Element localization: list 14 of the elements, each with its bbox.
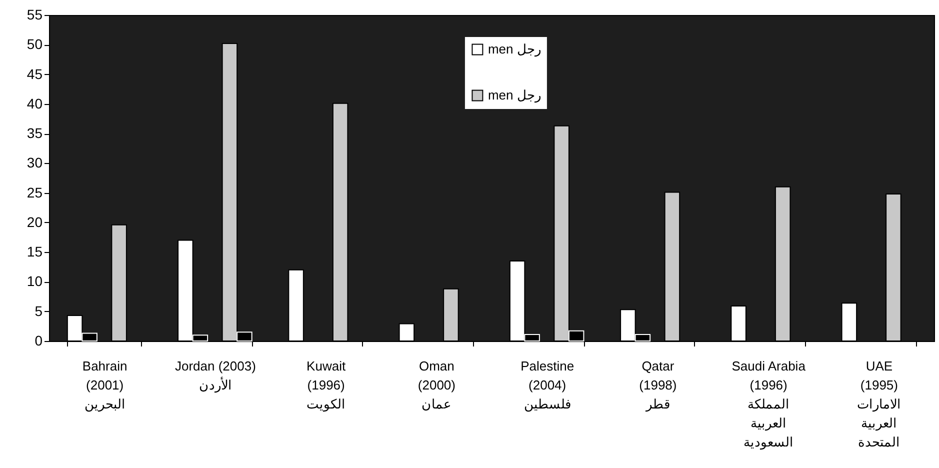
y-tick-label: 0 [34, 332, 43, 348]
y-tick-label: 20 [26, 214, 43, 230]
y-tick-label: 45 [26, 66, 43, 82]
y-tick-label: 55 [26, 6, 43, 22]
legend-label: men رجل [488, 42, 541, 58]
y-tick-label: 15 [26, 244, 43, 260]
y-tick-label: 10 [26, 273, 43, 290]
y-tick-label: 35 [26, 125, 43, 142]
y-tick-label: 25 [26, 184, 43, 200]
y-tick-label: 30 [26, 154, 43, 171]
y-tick-label: 5 [34, 302, 43, 319]
y-tick-label: 50 [26, 36, 43, 52]
y-tick-label: 40 [26, 95, 43, 112]
legend-label: men رجل [488, 88, 541, 104]
